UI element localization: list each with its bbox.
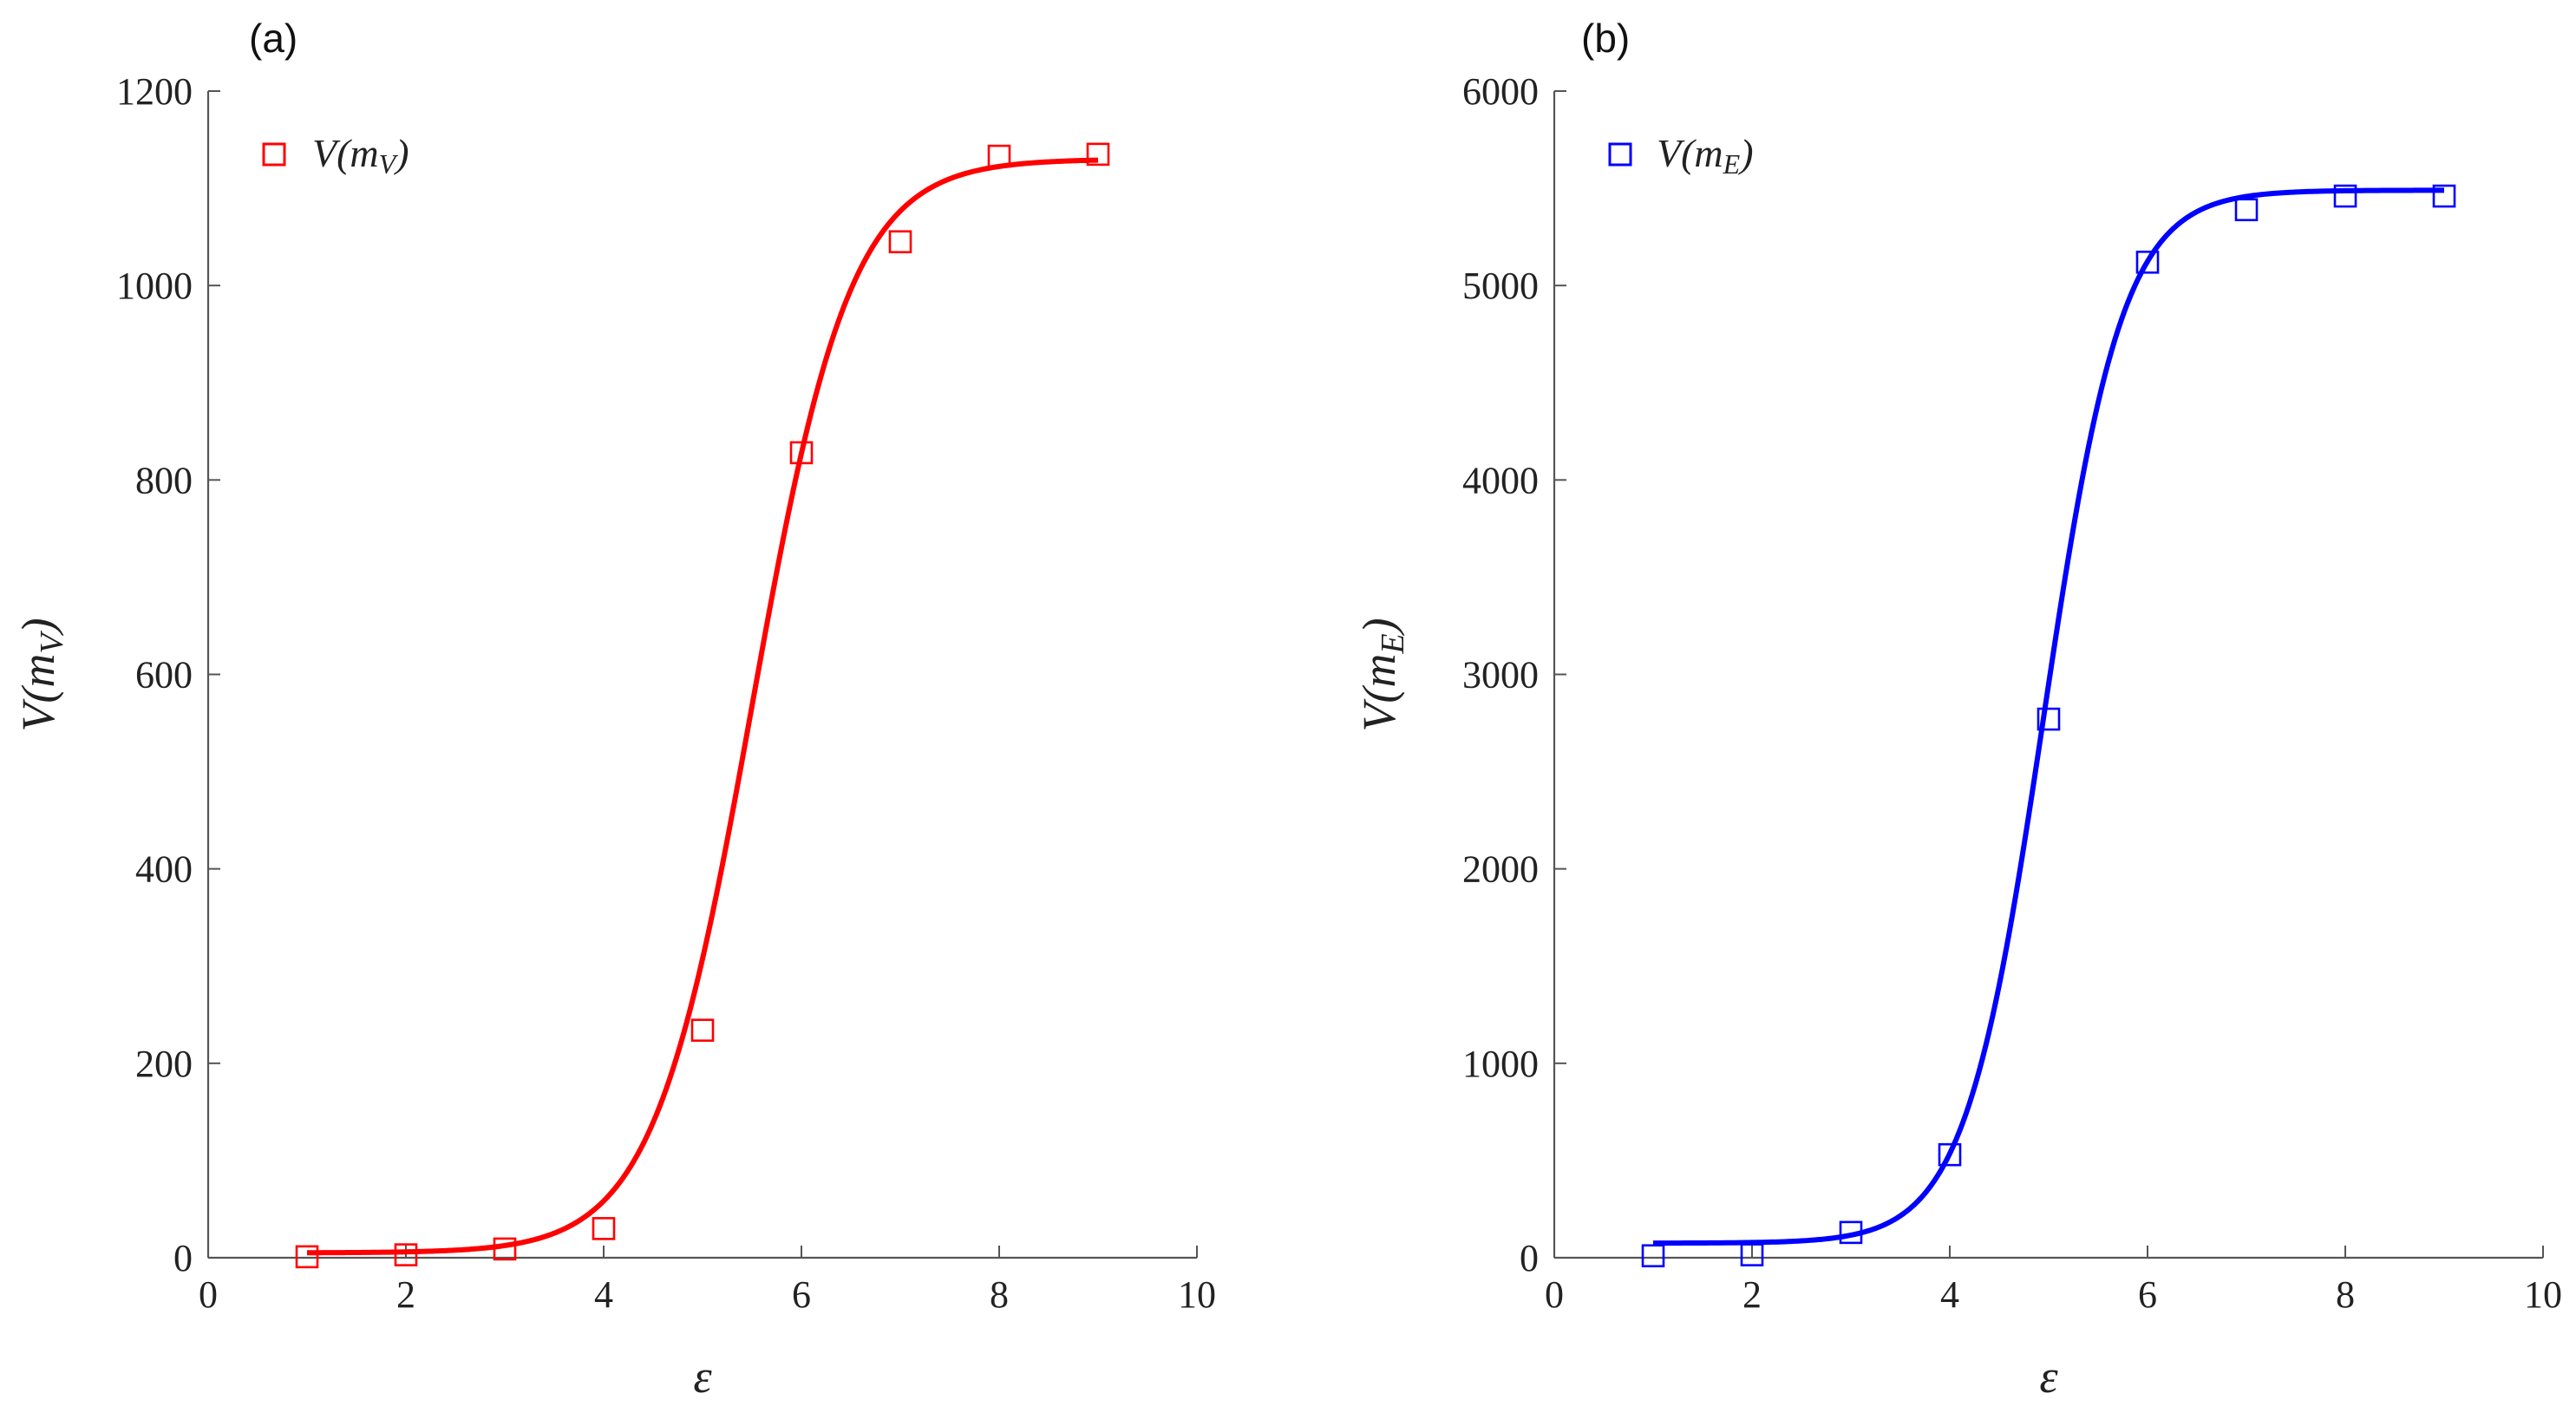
data-point (2135, 250, 2160, 274)
panel-label-a: (a) (249, 16, 297, 61)
legend-label-a: V(mV) (312, 131, 409, 180)
data-point (987, 144, 1011, 168)
x-tick-label: 6 (792, 1273, 811, 1316)
x-tick-label: 8 (2336, 1273, 2355, 1316)
data-point (1641, 1244, 1665, 1268)
data-point (2037, 707, 2061, 731)
y-axis-label-b: V(mE) (1353, 618, 1411, 731)
data-point (493, 1237, 517, 1261)
data-point (394, 1243, 418, 1266)
legend-label-b: V(mE) (1657, 131, 1754, 180)
legend-b: V(mE) (1608, 131, 1754, 180)
data-point (2234, 198, 2259, 222)
y-tick-label: 6000 (1462, 70, 1539, 113)
legend-a: V(mV) (262, 131, 409, 180)
panel-label-b: (b) (1581, 16, 1630, 61)
y-tick-label: 1200 (116, 70, 193, 113)
x-tick-label: 2 (396, 1273, 415, 1316)
y-tick-label: 0 (1520, 1237, 1539, 1279)
y-tick-label: 5000 (1462, 265, 1539, 307)
x-tick-label: 4 (1940, 1273, 1959, 1316)
ticks-a: 0 2 4 6 8 10 0 200 400 600 800 1000 1200 (116, 70, 1216, 1316)
plot-area-a (208, 91, 1197, 1258)
x-tick-label: 8 (990, 1273, 1009, 1316)
x-axis-label-a: ε (693, 1351, 712, 1403)
data-point (1740, 1243, 1764, 1266)
x-tick-label: 10 (2524, 1273, 2562, 1316)
data-point (592, 1217, 616, 1240)
chart-panel-a: (a) 0 2 4 6 8 10 0 200 400 600 800 1000 1200 V(mV) ε… (12, 16, 1216, 1403)
data-point (789, 441, 814, 465)
ticks-b: 0 2 4 6 8 10 0 1000 2000 3000 4000 5000 6000 (1462, 70, 2562, 1316)
x-tick-label: 4 (594, 1273, 613, 1316)
legend-marker-b (1608, 142, 1632, 167)
y-tick-label: 4000 (1462, 459, 1539, 501)
x-tick-label: 6 (2138, 1273, 2157, 1316)
y-tick-label: 400 (135, 848, 193, 891)
data-point (1839, 1220, 1863, 1245)
y-tick-label: 0 (173, 1237, 193, 1279)
x-tick-label: 0 (1545, 1273, 1564, 1316)
data-point (1086, 142, 1110, 167)
data-point (888, 230, 912, 254)
fit-curve-group-b (1652, 187, 2445, 1246)
x-tick-label: 2 (1742, 1273, 1762, 1316)
y-tick-label: 600 (135, 654, 193, 697)
x-axis-label-b: ε (2039, 1351, 2058, 1403)
y-tick-label: 1000 (1462, 1043, 1539, 1085)
y-tick-label: 3000 (1462, 654, 1539, 697)
y-tick-label: 800 (135, 459, 193, 501)
x-tick-label: 10 (1178, 1273, 1216, 1316)
y-tick-label: 200 (135, 1043, 193, 1085)
axes-a (206, 91, 1197, 1259)
data-point (2432, 184, 2456, 208)
data-point (1938, 1142, 1962, 1167)
y-tick-label: 2000 (1462, 848, 1539, 891)
y-axis-label-a: V(mV) (12, 618, 70, 731)
y-tick-label: 1000 (116, 265, 193, 307)
data-point (690, 1018, 715, 1043)
data-point (295, 1245, 319, 1269)
legend-marker-a (262, 142, 286, 167)
fit-curve (1652, 187, 2445, 1246)
fit-curve-group-a (306, 157, 1099, 1256)
data-points-b (1641, 184, 2456, 1268)
fit-curve (306, 157, 1099, 1256)
x-tick-label: 0 (199, 1273, 218, 1316)
data-point (2333, 184, 2357, 208)
data-points-a (295, 142, 1110, 1269)
chart-panel-b: (b) 0 2 4 6 8 10 0 1000 2000 3000 4000 5000 6000 V(m… (1353, 16, 2562, 1403)
